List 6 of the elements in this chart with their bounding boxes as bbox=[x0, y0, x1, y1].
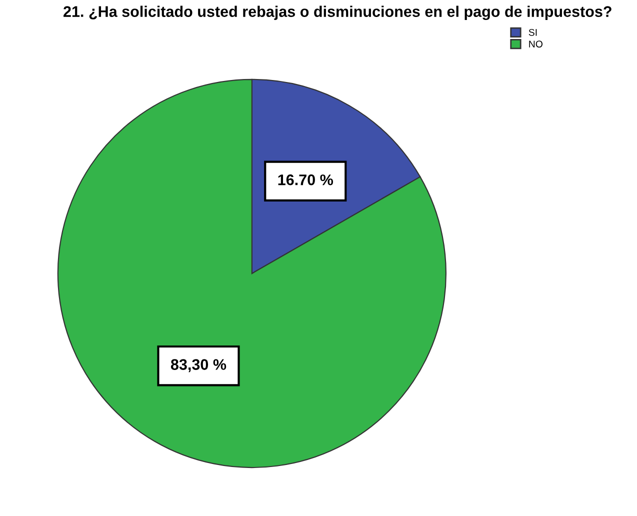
legend-label: SI bbox=[528, 28, 537, 36]
pie-slice bbox=[57, 78, 447, 468]
legend-label: NO bbox=[529, 40, 542, 48]
data-label: 16.70 % bbox=[278, 174, 334, 186]
chart-title: 21. ¿Ha solicitado usted rebajas o disminuciones en el pago de impuestos? bbox=[64, 6, 612, 20]
data-label: 83,30 % bbox=[170, 359, 226, 372]
